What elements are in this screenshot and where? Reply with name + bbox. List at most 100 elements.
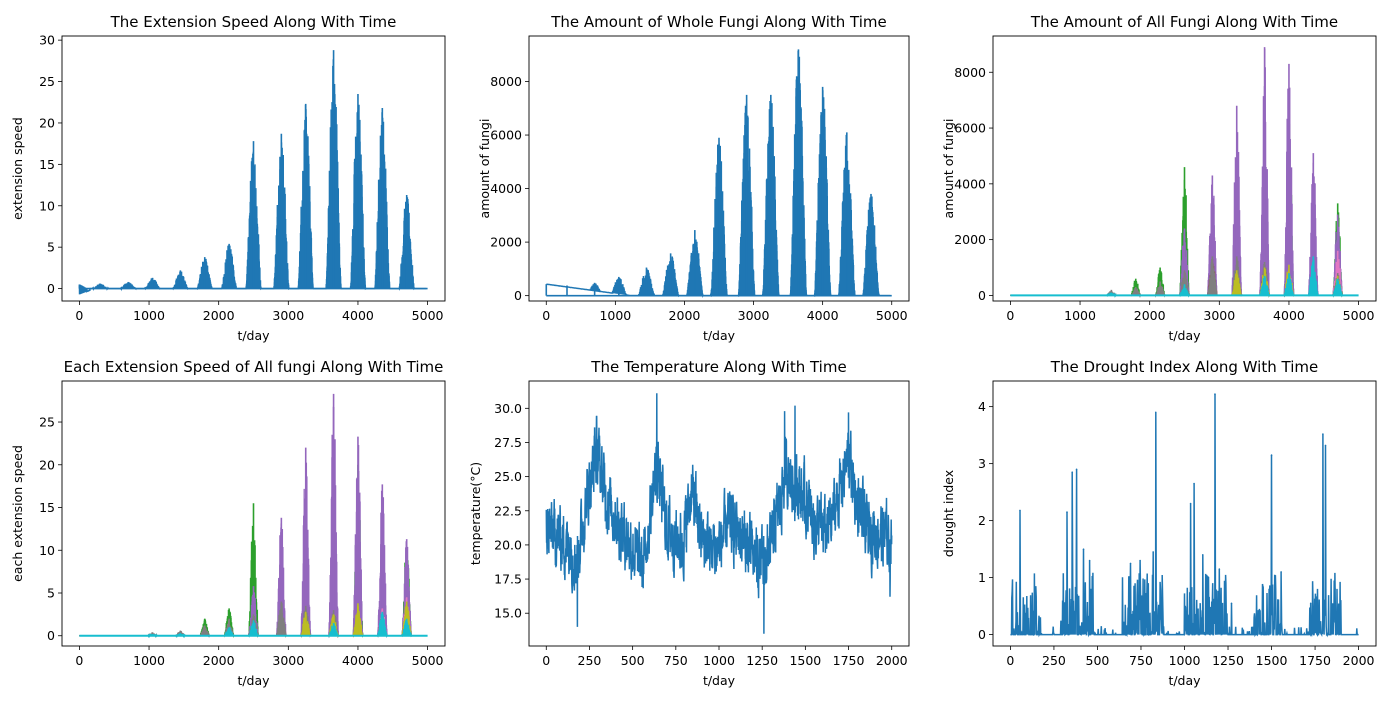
x-tick-label: 750 (1129, 653, 1153, 668)
chart-5: The Temperature Along With Time t/day temp… (468, 358, 910, 688)
chart-title: The Temperature Along With Time (590, 358, 846, 376)
x-tick-label: 3000 (1203, 308, 1235, 323)
y-tick-label: 10 (39, 543, 55, 558)
spike-point (1324, 444, 1327, 447)
y-tick-label: 15 (39, 157, 55, 172)
y-tick-label: 4000 (954, 176, 986, 191)
x-tick-label: 1000 (599, 308, 631, 323)
y-tick-label: 2000 (490, 235, 522, 250)
x-tick-label: 0 (1006, 653, 1014, 668)
spike-point (1214, 393, 1216, 395)
axes-frame (61, 35, 446, 302)
x-tick-label: 250 (578, 653, 602, 668)
x-tick-label: 2000 (1343, 653, 1375, 668)
chart-6: The Drought Index Along With Time t/day dr… (941, 358, 1377, 688)
y-tick-label: 10 (39, 198, 55, 213)
y-tick-label: 3 (978, 456, 986, 471)
spike-point (1154, 411, 1157, 414)
y-axis-label: extension speed (10, 117, 25, 220)
x-tick-label: 1500 (789, 653, 821, 668)
spike-point (1201, 554, 1204, 556)
y-tick-label: 0 (978, 627, 986, 642)
axes-frame (528, 35, 910, 302)
spike-point (1152, 551, 1154, 553)
x-tick-label: 0 (75, 308, 83, 323)
x-tick-label: 3000 (272, 653, 304, 668)
x-tick-label: 250 (1042, 653, 1066, 668)
spike-point (1075, 468, 1078, 471)
chart-title: The Extension Speed Along With Time (110, 13, 397, 31)
spike-point (1066, 511, 1068, 513)
x-tick-label: 2000 (203, 308, 235, 323)
y-tick-label: 5 (47, 240, 55, 255)
series-line (545, 393, 893, 634)
y-tick-label: 25 (39, 74, 55, 89)
x-axis-label: t/day (1168, 673, 1201, 688)
y-tick-label: 20 (39, 457, 55, 472)
plot-area-1 (78, 50, 428, 295)
spike-point (1088, 559, 1091, 562)
x-tick-label: 1500 (1256, 653, 1288, 668)
x-tick-label: 0 (75, 653, 83, 668)
spike-point (1129, 562, 1132, 565)
y-tick-label: 0 (514, 288, 522, 303)
spike-point (1270, 454, 1273, 456)
spike-point (1082, 548, 1085, 550)
chart-1: The Extension Speed Along With Time t/day… (10, 13, 446, 343)
x-tick-label: 1000 (1064, 308, 1096, 323)
y-axis-label: amount of fungi (477, 119, 492, 219)
spike-point (1193, 482, 1195, 485)
x-tick-label: 1000 (703, 653, 735, 668)
x-tick-label: 1750 (833, 653, 865, 668)
spike-point (1139, 559, 1141, 562)
y-tick-label: 1 (978, 570, 986, 585)
x-tick-label: 500 (621, 653, 645, 668)
x-tick-label: 1000 (1169, 653, 1201, 668)
y-tick-label: 27.5 (494, 435, 522, 450)
y-axis-label: drought index (941, 470, 956, 557)
x-tick-label: 2000 (876, 653, 908, 668)
spike-point (1334, 588, 1336, 590)
axes-frame (992, 35, 1377, 302)
x-tick-label: 4000 (807, 308, 839, 323)
chart-title: The Amount of All Fungi Along With Time (1030, 13, 1338, 31)
x-tick-label: 500 (1086, 653, 1110, 668)
y-tick-label: 0 (47, 628, 55, 643)
plot-area-5 (545, 393, 893, 634)
chart-title: The Amount of Whole Fungi Along With Tim… (550, 13, 887, 31)
y-tick-label: 22.5 (494, 503, 522, 518)
chart-title: The Drought Index Along With Time (1050, 358, 1318, 376)
y-tick-label: 8000 (490, 74, 522, 89)
spike-point (1011, 592, 1013, 594)
x-tick-label: 1000 (133, 308, 165, 323)
y-tick-label: 4 (978, 399, 986, 414)
x-tick-label: 1750 (1299, 653, 1331, 668)
spike-point (1218, 568, 1221, 570)
x-tick-label: 3000 (738, 308, 770, 323)
y-tick-label: 0 (978, 288, 986, 303)
y-tick-label: 4000 (490, 181, 522, 196)
x-tick-label: 5000 (1343, 308, 1375, 323)
chart-4: Each Extension Speed of All fungi Along … (10, 358, 446, 688)
chart-2: The Amount of Whole Fungi Along With Tim… (477, 13, 910, 343)
x-axis-label: t/day (237, 328, 270, 343)
x-tick-label: 1250 (746, 653, 778, 668)
x-tick-label: 2000 (1134, 308, 1166, 323)
axes-frame (61, 380, 446, 647)
y-tick-label: 2000 (954, 232, 986, 247)
y-tick-label: 15.0 (494, 606, 522, 621)
plot-area-6 (1010, 393, 1359, 638)
x-tick-label: 2000 (669, 308, 701, 323)
y-axis-label: each extension speed (10, 445, 25, 582)
x-tick-label: 0 (542, 653, 550, 668)
chart-title: Each Extension Speed of All fungi Along … (64, 358, 444, 376)
x-axis-label: t/day (703, 673, 736, 688)
y-axis-label: temperature(°C) (468, 462, 483, 565)
spike-point (1019, 509, 1021, 512)
x-tick-label: 0 (542, 308, 550, 323)
x-tick-label: 1000 (133, 653, 165, 668)
y-tick-label: 6000 (954, 121, 986, 136)
y-tick-label: 30.0 (494, 401, 522, 416)
y-tick-label: 8000 (954, 65, 986, 80)
